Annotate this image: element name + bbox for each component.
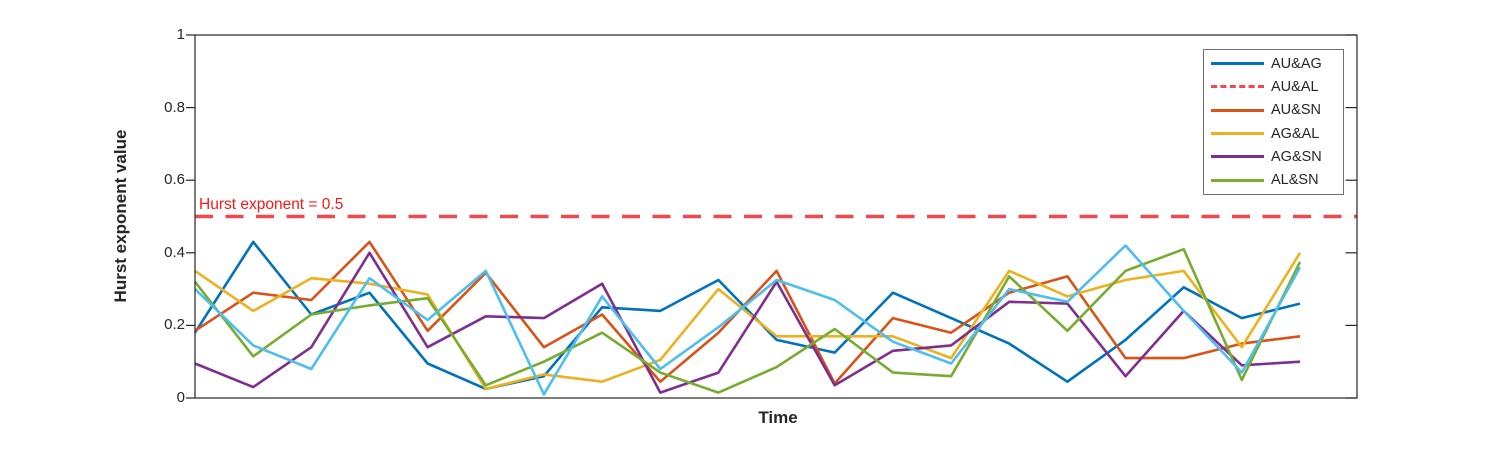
legend[interactable]: AU&AG AU&AL AU&SN AG&AL AG&SN AL&SN xyxy=(1203,49,1344,195)
legend-line-sample xyxy=(1211,132,1264,136)
legend-line-sample xyxy=(1211,85,1264,89)
axes-box xyxy=(194,34,1358,399)
series-line-ag-al xyxy=(194,252,1302,391)
y-axis-label: Hurst exponent value xyxy=(111,129,130,303)
legend-label: AG&SN xyxy=(1271,148,1322,165)
legend-label: AL&SN xyxy=(1271,172,1319,189)
y-tick-label: 0.8 xyxy=(164,98,185,116)
legend-label: AU&AG xyxy=(1271,55,1322,72)
legend-line-sample xyxy=(1211,62,1264,66)
legend-line-sample xyxy=(1211,178,1264,182)
legend-item-au-ag[interactable]: AU&AG xyxy=(1204,53,1343,75)
legend-label: AU&SN xyxy=(1271,102,1321,119)
reference-line-annotation: Hurst exponent = 0.5 xyxy=(199,196,344,213)
legend-item-au-al[interactable]: AU&AL xyxy=(1204,76,1343,98)
data-series-lines xyxy=(193,240,1302,396)
series-line-unlabeled-cyan xyxy=(194,244,1302,396)
x-axis-label: Time xyxy=(758,408,798,427)
y-tick-label: 0 xyxy=(176,389,185,406)
legend-item-ag-al[interactable]: AG&AL xyxy=(1204,123,1343,145)
series-line-ag-sn xyxy=(194,251,1301,394)
y-tick-label: 0.6 xyxy=(164,171,185,189)
legend-line-sample xyxy=(1211,155,1264,159)
legend-item-al-sn[interactable]: AL&SN xyxy=(1204,169,1343,191)
legend-line-sample xyxy=(1211,108,1264,112)
y-tick-label: 0.2 xyxy=(164,316,185,334)
legend-label: AU&AL xyxy=(1271,78,1319,95)
y-tick-label: 1 xyxy=(176,26,185,43)
series-line-al-sn xyxy=(193,247,1302,394)
legend-item-ag-sn[interactable]: AG&SN xyxy=(1204,146,1343,168)
legend-label: AG&AL xyxy=(1271,125,1320,142)
series-line-au-sn xyxy=(194,240,1301,385)
legend-item-au-sn[interactable]: AU&SN xyxy=(1204,99,1343,121)
y-tick-label: 0.4 xyxy=(164,243,185,261)
